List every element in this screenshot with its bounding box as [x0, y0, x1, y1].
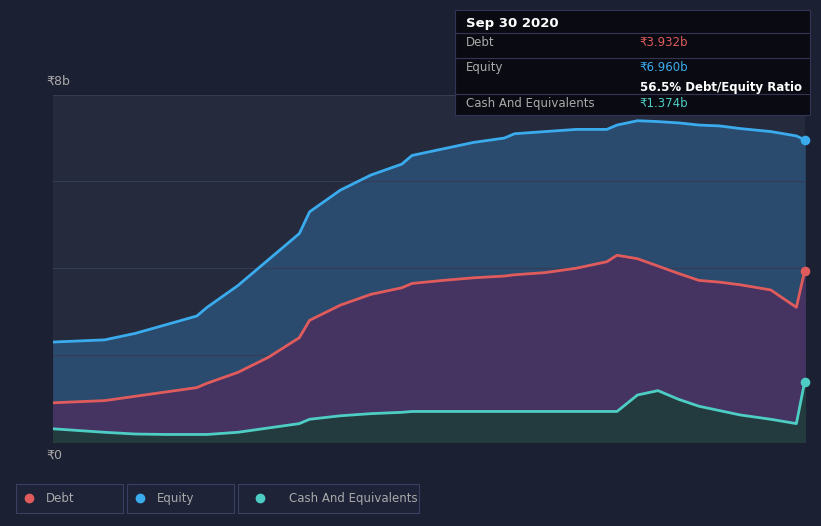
Text: ₹6.960b: ₹6.960b [640, 62, 688, 75]
Point [798, 136, 811, 144]
Text: 56.5% Debt/Equity Ratio: 56.5% Debt/Equity Ratio [640, 82, 801, 94]
Point [798, 378, 811, 387]
Text: Cash And Equivalents: Cash And Equivalents [289, 492, 417, 505]
Text: ₹3.932b: ₹3.932b [640, 36, 688, 49]
Text: Sep 30 2020: Sep 30 2020 [466, 17, 558, 31]
Text: ₹8b: ₹8b [46, 75, 70, 88]
Text: ₹1.374b: ₹1.374b [640, 97, 688, 110]
Text: Debt: Debt [46, 492, 75, 505]
Text: Cash And Equivalents: Cash And Equivalents [466, 97, 594, 110]
Text: ₹0: ₹0 [46, 449, 62, 462]
Text: Equity: Equity [157, 492, 195, 505]
Point [798, 267, 811, 276]
Text: Equity: Equity [466, 62, 503, 75]
Text: Debt: Debt [466, 36, 494, 49]
